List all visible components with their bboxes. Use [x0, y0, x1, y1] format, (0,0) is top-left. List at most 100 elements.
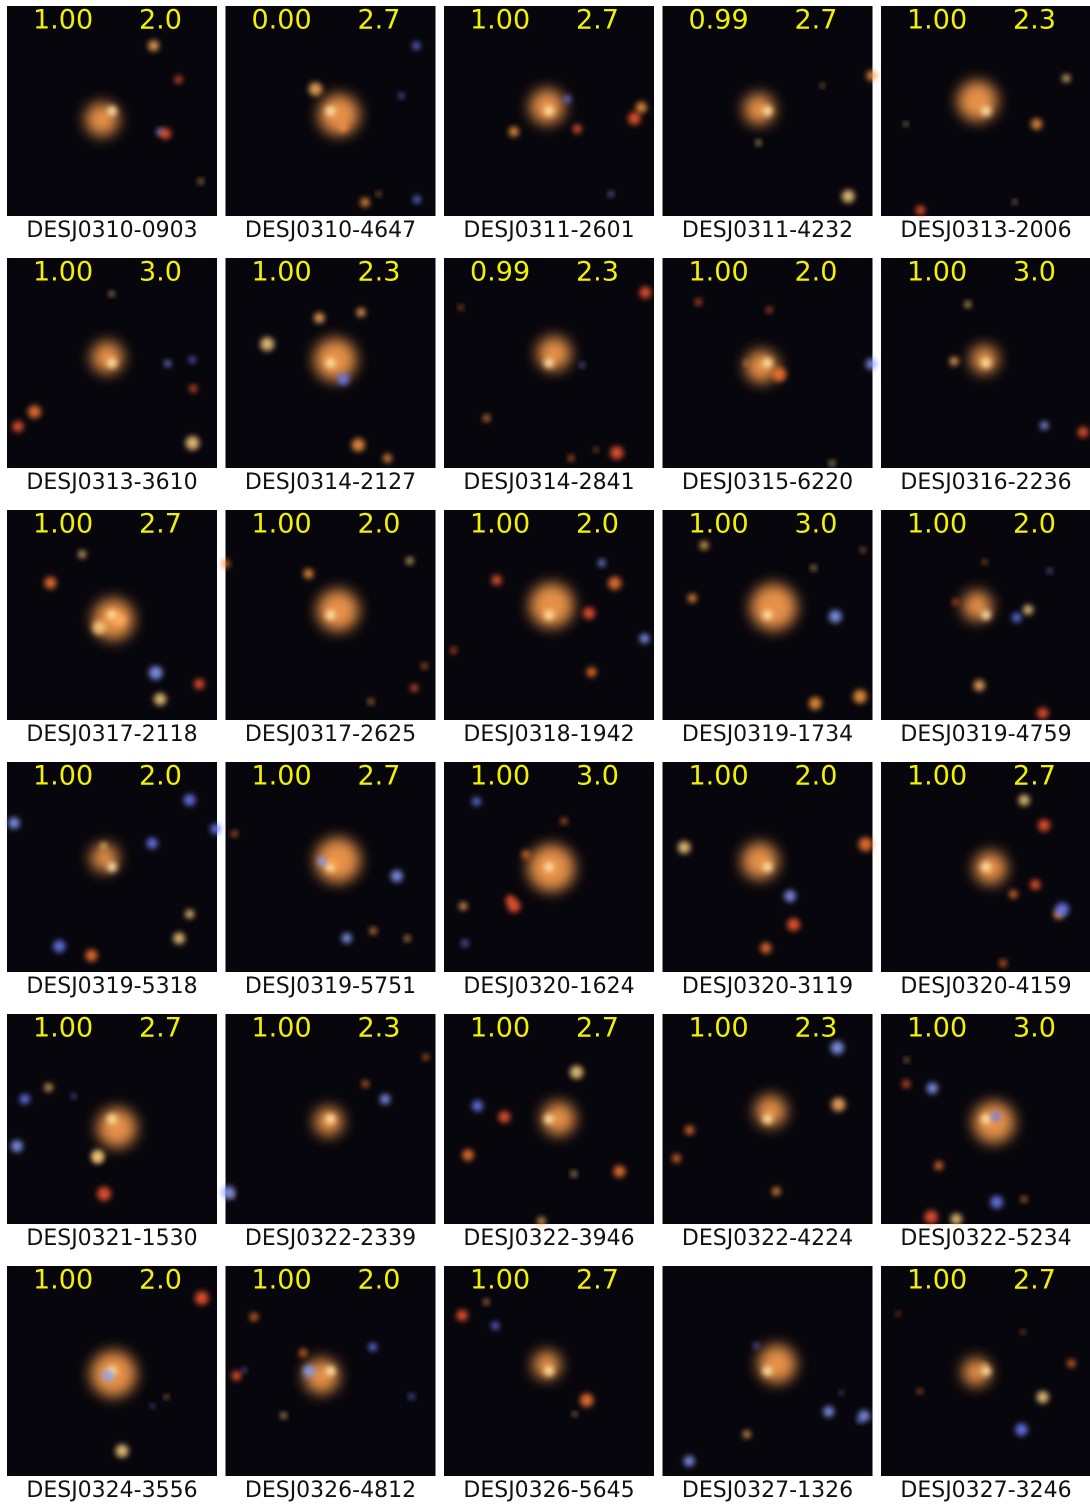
score: 1.00 [33, 761, 93, 792]
tile: DESJ0327-1326 [663, 1266, 873, 1503]
grade: 3.0 [1013, 1013, 1056, 1044]
score: 1.00 [907, 5, 967, 36]
tile: 1.00 2.7 DESJ0317-2118 [7, 509, 217, 748]
score: 1.00 [907, 1265, 967, 1296]
tile: 1.00 2.0 DESJ0324-3556 [7, 1265, 217, 1504]
grade: 2.0 [795, 761, 838, 792]
tile: 1.00 2.3 DESJ0314-2127 [226, 257, 436, 496]
candidate-name: DESJ0320-3119 [682, 974, 853, 999]
tile: 0.00 2.7 DESJ0310-4647 [226, 5, 436, 244]
score: 1.00 [252, 257, 312, 288]
grade: 2.0 [358, 1265, 401, 1296]
grade: 2.0 [139, 761, 182, 792]
candidate-name: DESJ0322-5234 [900, 1226, 1071, 1251]
grade: 2.7 [1013, 761, 1056, 792]
score: 1.00 [33, 509, 93, 540]
score: 1.00 [470, 1013, 530, 1044]
candidate-name: DESJ0320-4159 [900, 974, 1071, 999]
tile: 1.00 2.0 DESJ0320-3119 [663, 761, 873, 1000]
score: 1.00 [252, 1013, 312, 1044]
candidate-name: DESJ0322-3946 [463, 1226, 634, 1251]
score: 1.00 [470, 509, 530, 540]
grade: 2.7 [139, 509, 182, 540]
grade: 3.0 [139, 257, 182, 288]
candidate-name: DESJ0321-1530 [26, 1226, 197, 1251]
tile: 1.00 2.0 DESJ0326-4812 [226, 1265, 436, 1504]
tile: 1.00 2.0 DESJ0317-2625 [222, 509, 436, 748]
grade: 2.7 [1013, 1265, 1056, 1296]
score: 1.00 [907, 509, 967, 540]
grade: 2.0 [576, 509, 619, 540]
candidate-name: DESJ0318-1942 [463, 722, 634, 747]
score: 1.00 [33, 5, 93, 36]
candidate-name: DESJ0317-2118 [26, 722, 197, 747]
tile: 1.00 2.0 DESJ0315-6220 [663, 257, 877, 496]
candidate-name: DESJ0326-5645 [463, 1478, 634, 1503]
grade: 2.0 [139, 5, 182, 36]
grade: 2.7 [358, 5, 401, 36]
grade: 2.0 [795, 257, 838, 288]
grade: 3.0 [576, 761, 619, 792]
candidate-name: DESJ0319-1734 [682, 722, 853, 747]
grade: 2.7 [358, 761, 401, 792]
candidate-name: DESJ0314-2127 [245, 470, 416, 495]
candidate-name: DESJ0319-4759 [900, 722, 1071, 747]
score: 1.00 [689, 761, 749, 792]
grade: 2.0 [1013, 509, 1056, 540]
score: 1.00 [252, 509, 312, 540]
tile: 1.00 2.7 DESJ0327-3246 [881, 1265, 1090, 1504]
candidate-name: DESJ0324-3556 [26, 1478, 197, 1503]
grade: 3.0 [1013, 257, 1056, 288]
score: 1.00 [907, 761, 967, 792]
score: 1.00 [252, 761, 312, 792]
score: 1.00 [33, 1013, 93, 1044]
grade: 2.0 [139, 1265, 182, 1296]
grade: 2.3 [576, 257, 619, 288]
tile: 1.00 3.0 DESJ0316-2236 [881, 257, 1090, 496]
candidate-name: DESJ0327-1326 [682, 1478, 853, 1503]
candidate-name: DESJ0327-3246 [900, 1478, 1071, 1503]
score: 1.00 [33, 257, 93, 288]
candidate-name: DESJ0315-6220 [682, 470, 853, 495]
candidate-name: DESJ0310-4647 [245, 218, 416, 243]
grade: 2.7 [576, 5, 619, 36]
candidate-name: DESJ0317-2625 [245, 722, 416, 747]
tile: 1.00 2.0 DESJ0319-4759 [881, 509, 1090, 748]
score: 1.00 [689, 257, 749, 288]
tile: 1.00 2.0 DESJ0310-0903 [7, 5, 217, 244]
score: 1.00 [907, 1013, 967, 1044]
candidate-name: DESJ0322-4224 [682, 1226, 853, 1251]
score: 0.99 [689, 5, 749, 36]
score: 1.00 [470, 1265, 530, 1296]
score: 1.00 [252, 1265, 312, 1296]
grade: 2.0 [358, 509, 401, 540]
grade: 2.3 [358, 257, 401, 288]
page: {"tiles": [ {"score": "1.00", "grade": "… [0, 0, 1090, 1506]
grade: 3.0 [795, 509, 838, 540]
score: 0.00 [252, 5, 312, 36]
candidate-name: DESJ0310-0903 [26, 218, 197, 243]
score: 0.99 [470, 257, 530, 288]
candidate-name: DESJ0319-5751 [245, 974, 416, 999]
candidate-name: DESJ0319-5318 [26, 974, 197, 999]
candidate-name: DESJ0316-2236 [900, 470, 1071, 495]
tile: 1.00 3.0 DESJ0322-5234 [881, 1013, 1090, 1252]
tile: 1.00 2.0 DESJ0318-1942 [444, 509, 654, 748]
tile: 1.00 2.0 DESJ0319-5318 [7, 761, 221, 1000]
candidate-name: DESJ0326-4812 [245, 1478, 416, 1503]
candidate-name: DESJ0322-2339 [245, 1226, 416, 1251]
score: 1.00 [907, 257, 967, 288]
candidate-name: DESJ0314-2841 [463, 470, 634, 495]
score: 1.00 [33, 1265, 93, 1296]
tile: 0.99 2.3 DESJ0314-2841 [444, 257, 654, 496]
grade: 2.3 [1013, 5, 1056, 36]
image-grid: 1.00 2.0 DESJ0310-0903 0.00 2.7 DESJ0310-4647… [0, 0, 1090, 1506]
